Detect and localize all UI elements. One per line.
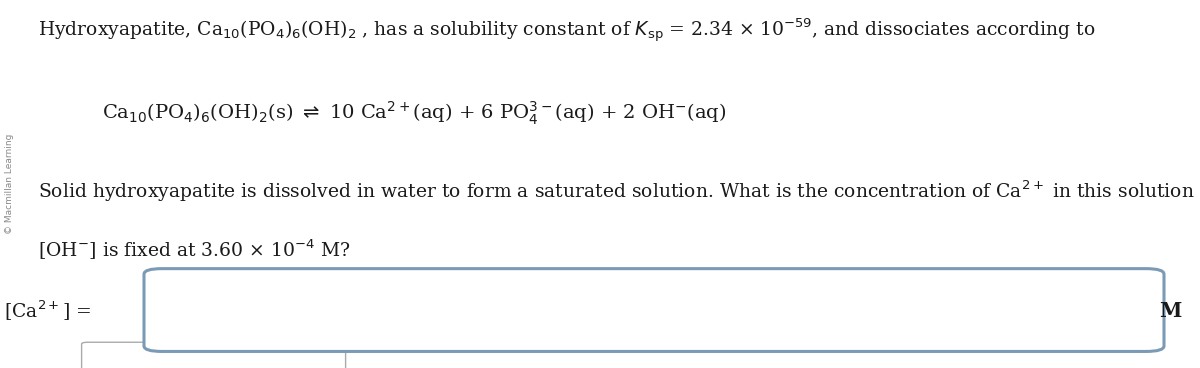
Text: © Macmillan Learning: © Macmillan Learning bbox=[5, 134, 14, 234]
FancyBboxPatch shape bbox=[144, 269, 1164, 351]
Text: Ca$_{10}$(PO$_4$)$_6$(OH)$_2$(s) $\rightleftharpoons$ 10 Ca$^{2+}$(aq) + 6 PO$_4: Ca$_{10}$(PO$_4$)$_6$(OH)$_2$(s) $\right… bbox=[102, 99, 726, 127]
Text: [OH$^{-}$] is fixed at 3.60 × 10$^{-4}$ M?: [OH$^{-}$] is fixed at 3.60 × 10$^{-4}$ … bbox=[38, 237, 350, 262]
Text: Hydroxyapatite, Ca$_{10}$(PO$_4$)$_6$(OH)$_2$ , has a solubility constant of $K_: Hydroxyapatite, Ca$_{10}$(PO$_4$)$_6$(OH… bbox=[38, 17, 1096, 45]
Text: M: M bbox=[1159, 301, 1182, 321]
Text: [Ca$^{2+}$] =: [Ca$^{2+}$] = bbox=[4, 299, 91, 323]
Text: Solid hydroxyapatite is dissolved in water to form a saturated solution. What is: Solid hydroxyapatite is dissolved in wat… bbox=[38, 178, 1200, 204]
FancyBboxPatch shape bbox=[82, 342, 346, 368]
